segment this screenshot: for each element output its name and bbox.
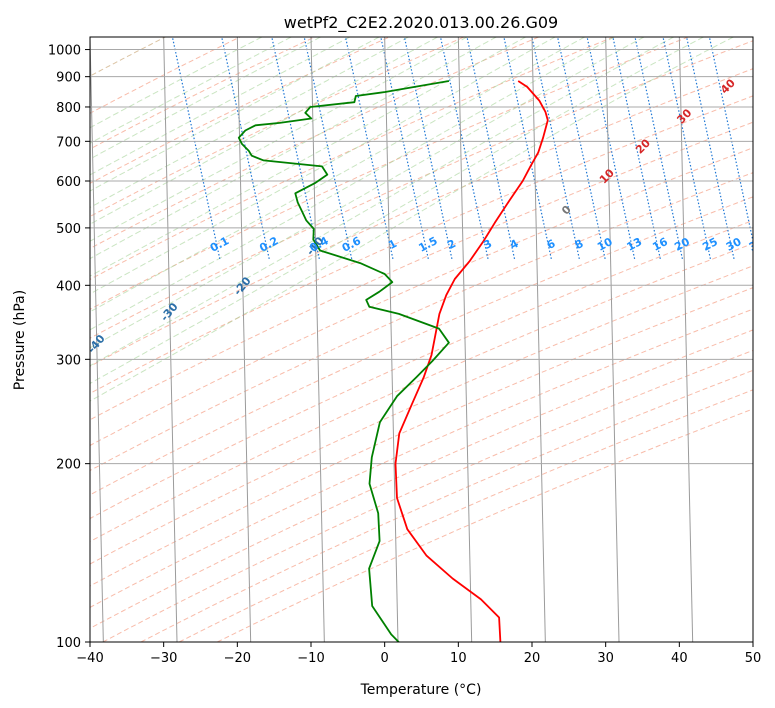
mixing-ratio-line — [662, 37, 711, 260]
isotherm-line — [605, 37, 620, 642]
dry-adiabat-line — [90, 37, 539, 250]
mixing-ratio-line — [171, 37, 221, 260]
x-tick-label: −30 — [150, 651, 177, 666]
dry-adiabat-line — [178, 389, 753, 642]
moist-adiabat-line — [90, 37, 556, 295]
mixing-ratio-line — [403, 37, 453, 260]
x-tick-label: −10 — [297, 651, 324, 666]
isotherm-line — [310, 37, 325, 642]
mixing-ratio-line — [686, 37, 735, 260]
dry-adiabat-line — [90, 37, 390, 184]
moist-adiabat-line — [90, 37, 734, 402]
dry-adiabat-line — [90, 242, 753, 543]
x-tick-label: 50 — [745, 651, 762, 666]
mixing-ratio-line — [439, 37, 489, 260]
moist-adiabat-line — [90, 37, 645, 349]
mixing-ratio-label: 20 — [672, 235, 692, 254]
mixing-ratio-line — [344, 37, 394, 260]
mixing-ratio-line — [557, 37, 606, 260]
x-tick-label: 0 — [381, 651, 389, 666]
y-tick-label: 800 — [56, 101, 81, 116]
isotherm-line — [163, 37, 178, 642]
dewpoint-profile-line — [237, 80, 450, 642]
grid — [90, 37, 753, 642]
dry-adiabat-line — [90, 37, 689, 310]
mixing-ratio-label: 36 — [747, 235, 767, 254]
y-tick-label: 200 — [56, 458, 81, 473]
isotherm-line — [384, 37, 399, 642]
dry-adiabat-line — [90, 147, 753, 447]
dry-adiabat-line — [90, 37, 241, 114]
mixing-ratio-line — [586, 37, 636, 260]
y-tick-label: 1000 — [48, 44, 81, 59]
y-tick-label: 500 — [56, 222, 81, 237]
mixing-ratio-line — [466, 37, 516, 260]
dry-adiabat-line — [90, 37, 465, 218]
mixing-ratio-label: 13 — [625, 235, 645, 254]
mixing-ratio-line — [708, 37, 753, 244]
y-tick-label: 700 — [56, 135, 81, 150]
moist-adiabat-line — [90, 37, 468, 242]
plot-area: -100-90-80-70-60-50-40-30-20-100.10.20.4… — [90, 37, 767, 642]
mixing-ratio-label: 10 — [595, 235, 615, 254]
dry-adiabat-line — [90, 172, 753, 472]
moist-adiabat-line — [90, 37, 674, 367]
mixing-ratio-label: 25 — [700, 235, 720, 254]
dry-adiabats — [90, 37, 753, 642]
mixing-ratio-line — [531, 37, 580, 260]
isotherm-line — [90, 37, 104, 642]
x-axis-label: Temperature (°C) — [360, 682, 482, 698]
mixing-ratio-label: 16 — [650, 235, 670, 254]
moist-adiabat-line — [90, 37, 704, 385]
plot-frame — [89, 36, 754, 643]
mixing-ratio-line — [612, 37, 661, 260]
x-tick-label: 40 — [671, 651, 688, 666]
x-tick-label: −40 — [76, 651, 103, 666]
dry-adiabat-line — [90, 329, 753, 629]
isotherm-line — [457, 37, 473, 642]
mixing-ratio-line — [380, 37, 429, 260]
dry-adiabat-line — [90, 265, 753, 565]
temperature-profile-line — [394, 80, 549, 642]
x-tick-label: 10 — [450, 651, 467, 666]
moist-adiabat-line — [90, 37, 321, 160]
dry-adiabat-line — [90, 308, 753, 608]
mixing-ratio-line — [634, 37, 683, 260]
moist-adiabat-line — [90, 37, 409, 209]
moist-adiabats — [90, 37, 734, 402]
moist-adiabat-line — [90, 37, 438, 225]
moist-adiabat-line — [90, 37, 351, 176]
y-tick-label: 600 — [56, 175, 81, 190]
sounding-profiles — [237, 80, 549, 642]
y-tick-label: 400 — [56, 279, 81, 294]
moist-adiabat-line — [90, 37, 615, 331]
chart-title: wetPf2_C2E2.2020.013.00.26.G09 — [284, 13, 558, 33]
y-tick-label: 100 — [56, 636, 81, 651]
moist-adiabat-line — [90, 37, 263, 129]
dry-adiabat-line — [90, 121, 753, 421]
mixing-ratio-lines — [171, 37, 753, 260]
y-tick-label: 300 — [56, 353, 81, 368]
y-axis-label: Pressure (hPa) — [12, 290, 28, 390]
moist-adiabat-line — [90, 37, 585, 313]
dry-adiabat-line — [90, 40, 753, 339]
y-tick-label: 900 — [56, 71, 81, 86]
mixing-ratio-line — [503, 37, 552, 260]
moist-adiabat-line — [90, 37, 526, 277]
mixing-ratio-line — [271, 37, 320, 260]
x-tick-label: −20 — [224, 651, 251, 666]
mixing-ratio-label: 30 — [724, 235, 744, 254]
dry-adiabat-line — [140, 369, 753, 642]
x-tick-label: 30 — [597, 651, 614, 666]
axes: −40 −30 −20 −10 0 10 20 30 40 50 100 200 300 400 500 60… — [48, 44, 761, 666]
isotherm-line — [531, 37, 546, 642]
x-tick-label: 20 — [524, 651, 541, 666]
moist-adiabat-line — [90, 37, 292, 144]
isotherm-line — [678, 37, 694, 642]
dry-adiabat-line — [90, 196, 753, 496]
